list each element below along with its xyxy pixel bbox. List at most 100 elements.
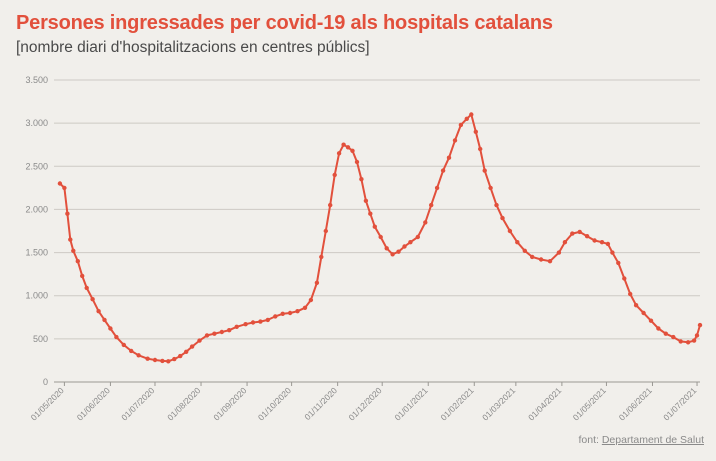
data-point[interactable] xyxy=(694,333,700,338)
data-point[interactable] xyxy=(295,309,300,314)
data-point[interactable] xyxy=(415,234,420,240)
data-point[interactable] xyxy=(500,215,505,221)
data-point[interactable] xyxy=(280,311,285,316)
source-link[interactable]: Departament de Salut xyxy=(601,434,704,446)
data-point[interactable] xyxy=(265,317,270,323)
data-point[interactable] xyxy=(129,348,134,354)
data-point[interactable] xyxy=(538,257,544,262)
data-point[interactable] xyxy=(354,159,360,165)
data-point[interactable] xyxy=(189,344,195,349)
data-point[interactable] xyxy=(605,241,611,247)
data-point[interactable] xyxy=(584,234,590,239)
data-point[interactable] xyxy=(204,333,210,338)
data-point[interactable] xyxy=(592,238,597,243)
data-point[interactable] xyxy=(482,168,487,173)
data-point[interactable] xyxy=(507,228,513,234)
data-point[interactable] xyxy=(350,148,355,153)
data-point[interactable] xyxy=(308,297,314,303)
data-point[interactable] xyxy=(402,244,407,249)
data-point[interactable] xyxy=(378,234,383,240)
data-point[interactable] xyxy=(577,229,582,235)
data-point[interactable] xyxy=(633,303,639,308)
data-point[interactable] xyxy=(114,334,119,340)
data-point[interactable] xyxy=(287,310,293,316)
data-point[interactable] xyxy=(641,310,646,316)
data-point[interactable] xyxy=(473,129,478,134)
data-point[interactable] xyxy=(622,276,627,281)
data-point[interactable] xyxy=(166,359,171,364)
data-point[interactable] xyxy=(494,202,499,208)
data-point[interactable] xyxy=(697,322,703,328)
data-point[interactable] xyxy=(227,328,232,333)
data-point[interactable] xyxy=(243,322,248,327)
data-point[interactable] xyxy=(458,122,464,128)
data-point[interactable] xyxy=(423,220,428,225)
data-point[interactable] xyxy=(384,246,389,251)
data-point[interactable] xyxy=(452,138,458,143)
data-point[interactable] xyxy=(102,317,107,323)
data-point[interactable] xyxy=(323,228,328,234)
data-point[interactable] xyxy=(547,259,553,264)
data-point[interactable] xyxy=(368,211,373,216)
data-point[interactable] xyxy=(648,318,654,323)
data-point[interactable] xyxy=(446,155,452,160)
data-point[interactable] xyxy=(570,231,575,236)
data-point[interactable] xyxy=(408,240,413,245)
data-point[interactable] xyxy=(671,334,676,340)
data-point[interactable] xyxy=(57,181,63,186)
data-point[interactable] xyxy=(478,146,483,152)
data-point[interactable] xyxy=(469,112,474,117)
data-point[interactable] xyxy=(616,260,621,266)
data-point[interactable] xyxy=(488,185,493,191)
data-point[interactable] xyxy=(273,314,278,319)
data-point[interactable] xyxy=(599,240,605,245)
data-point[interactable] xyxy=(136,353,141,358)
data-point[interactable] xyxy=(372,224,377,229)
data-point[interactable] xyxy=(556,250,562,255)
data-point[interactable] xyxy=(656,326,661,331)
data-point[interactable] xyxy=(152,357,158,363)
data-point[interactable] xyxy=(434,185,440,191)
data-point[interactable] xyxy=(71,248,76,253)
data-point[interactable] xyxy=(65,211,70,216)
data-point[interactable] xyxy=(332,172,337,178)
data-point[interactable] xyxy=(396,249,401,254)
data-point[interactable] xyxy=(234,324,239,329)
data-point[interactable] xyxy=(522,248,527,253)
data-point[interactable] xyxy=(429,202,434,208)
data-point[interactable] xyxy=(121,342,127,348)
data-point[interactable] xyxy=(345,145,351,150)
data-point[interactable] xyxy=(197,338,202,343)
data-point[interactable] xyxy=(328,202,333,208)
data-point[interactable] xyxy=(68,237,73,242)
data-point[interactable] xyxy=(628,291,633,297)
data-point[interactable] xyxy=(663,331,668,336)
data-point[interactable] xyxy=(562,240,568,245)
data-point[interactable] xyxy=(62,185,67,191)
data-point[interactable] xyxy=(172,356,177,362)
data-point[interactable] xyxy=(108,326,113,331)
data-point[interactable] xyxy=(319,254,324,260)
data-point[interactable] xyxy=(184,349,189,354)
data-point[interactable] xyxy=(250,320,256,325)
data-point[interactable] xyxy=(341,142,346,147)
data-point[interactable] xyxy=(610,250,615,255)
data-point[interactable] xyxy=(530,254,535,260)
data-point[interactable] xyxy=(678,339,683,344)
data-point[interactable] xyxy=(219,329,224,335)
data-point[interactable] xyxy=(515,240,520,245)
data-point[interactable] xyxy=(145,356,150,361)
data-point[interactable] xyxy=(685,340,691,345)
data-point[interactable] xyxy=(336,151,342,156)
data-point[interactable] xyxy=(359,177,364,182)
data-point[interactable] xyxy=(390,252,395,257)
data-point[interactable] xyxy=(178,353,183,359)
data-point[interactable] xyxy=(96,309,101,314)
data-point[interactable] xyxy=(75,259,81,264)
data-point[interactable] xyxy=(691,338,697,343)
data-point[interactable] xyxy=(90,297,95,302)
data-point[interactable] xyxy=(80,273,85,279)
data-point[interactable] xyxy=(258,319,263,324)
data-point[interactable] xyxy=(160,358,165,364)
data-point[interactable] xyxy=(84,285,89,291)
